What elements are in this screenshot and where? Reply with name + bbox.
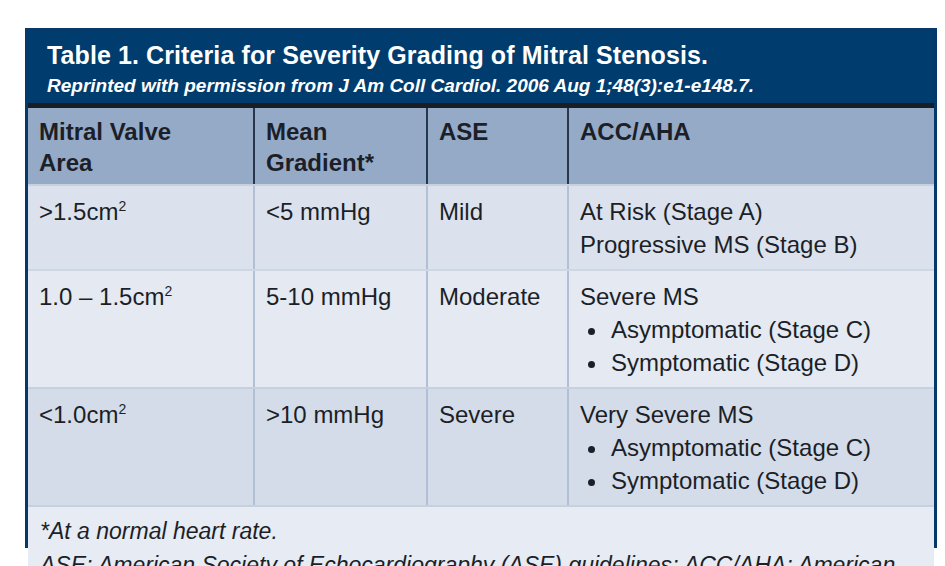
table-title-block: Table 1. Criteria for Severity Grading o… <box>28 31 934 103</box>
cell-valve-area: >1.5cm2 <box>28 186 253 269</box>
cell-mean-gradient: >10 mmHg <box>253 389 426 505</box>
column-header-row: Mitral Valve Area Mean Gradient* ASE ACC… <box>28 108 934 184</box>
mitral-stenosis-severity-table: Table 1. Criteria for Severity Grading o… <box>25 28 937 548</box>
table-row-moderate: 1.0 – 1.5cm2 5-10 mmHg Moderate Severe M… <box>28 269 934 387</box>
cell-ase-grade: Severe <box>426 389 567 505</box>
valve-area-value: <1.0cm <box>39 401 118 428</box>
cell-acc-aha: Very Severe MS Asymptomatic (Stage C) Sy… <box>567 389 934 505</box>
cell-valve-area: <1.0cm2 <box>28 389 253 505</box>
acc-aha-heading: Very Severe MS <box>580 398 926 431</box>
table-row-severe: <1.0cm2 >10 mmHg Severe Very Severe MS A… <box>28 387 934 505</box>
column-header-line: Area <box>39 147 245 178</box>
cell-mean-gradient: <5 mmHg <box>253 186 426 269</box>
column-header-line: Gradient* <box>266 147 418 178</box>
column-header-line: ACC/AHA <box>580 116 926 147</box>
column-header-mitral-valve-area: Mitral Valve Area <box>28 108 253 184</box>
cell-mean-gradient: 5-10 mmHg <box>253 271 426 387</box>
superscript-2: 2 <box>164 283 172 299</box>
stage-bullet-list: Asymptomatic (Stage C) Symptomatic (Stag… <box>580 431 926 497</box>
superscript-2: 2 <box>118 401 126 417</box>
column-header-ase: ASE <box>426 108 567 184</box>
cell-acc-aha: At Risk (Stage A) Progressive MS (Stage … <box>567 186 934 269</box>
valve-area-value: 1.0 – 1.5cm <box>39 283 164 310</box>
footnote-heart-rate: *At a normal heart rate. <box>40 515 920 549</box>
acc-aha-line: Progressive MS (Stage B) <box>580 228 926 261</box>
cell-acc-aha: Severe MS Asymptomatic (Stage C) Symptom… <box>567 271 934 387</box>
superscript-2: 2 <box>118 198 126 214</box>
column-header-mean-gradient: Mean Gradient* <box>253 108 426 184</box>
table-footnotes: *At a normal heart rate. ASE: American S… <box>28 505 934 566</box>
column-header-line: Mean <box>266 116 418 147</box>
stage-bullet-item: Symptomatic (Stage D) <box>609 464 926 497</box>
column-header-line: ASE <box>439 116 559 147</box>
stage-bullet-item: Asymptomatic (Stage C) <box>609 431 926 464</box>
cell-ase-grade: Mild <box>426 186 567 269</box>
table-row-mild: >1.5cm2 <5 mmHg Mild At Risk (Stage A) P… <box>28 184 934 269</box>
table-subtitle: Reprinted with permission from J Am Coll… <box>47 73 916 99</box>
cell-valve-area: 1.0 – 1.5cm2 <box>28 271 253 387</box>
cell-ase-grade: Moderate <box>426 271 567 387</box>
footnote-abbreviations: ASE: American Society of Echocardiograph… <box>40 549 920 566</box>
table-title: Table 1. Criteria for Severity Grading o… <box>47 40 916 71</box>
stage-bullet-item: Asymptomatic (Stage C) <box>609 313 926 346</box>
stage-bullet-list: Asymptomatic (Stage C) Symptomatic (Stag… <box>580 313 926 379</box>
acc-aha-heading: Severe MS <box>580 280 926 313</box>
acc-aha-line: At Risk (Stage A) <box>580 195 926 228</box>
column-header-acc-aha: ACC/AHA <box>567 108 934 184</box>
column-header-line: Mitral Valve <box>39 116 245 147</box>
stage-bullet-item: Symptomatic (Stage D) <box>609 346 926 379</box>
valve-area-value: >1.5cm <box>39 198 118 225</box>
